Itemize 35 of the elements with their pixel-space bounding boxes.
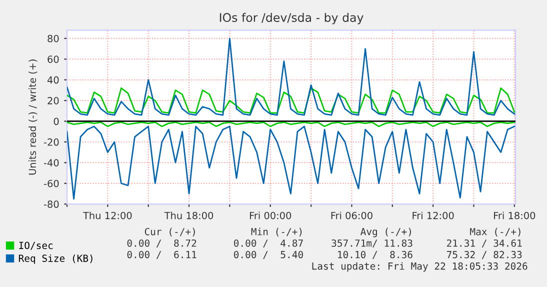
text: 0.00 / 5.40	[234, 250, 303, 260]
y-tick-label: 60	[48, 56, 59, 63]
text: 0.00 / 8.72	[127, 239, 196, 248]
text: 75.32 / 82.33	[446, 250, 522, 260]
y-tick-label: -60	[44, 180, 59, 188]
x-tick-label: Fri 12:00	[412, 212, 454, 220]
text: 0.00 / 6.11	[127, 250, 196, 260]
text: 357.71m/ 11.83	[332, 239, 412, 248]
line-series	[67, 126, 516, 200]
text: Min (-/+)	[251, 228, 302, 236]
y-tick-label: 0	[54, 118, 59, 126]
text: Last update: Fri May 22 18:05:33 2026	[312, 262, 528, 272]
chart-title: IOs for /dev/sda - by day	[220, 12, 364, 24]
legend-label: Req Size (KB)	[18, 254, 92, 264]
y-tick-label: -80	[44, 200, 59, 208]
legend-label: IO/sec	[19, 242, 53, 250]
line-series	[67, 87, 516, 114]
x-tick-label: Thu 18:00	[164, 212, 214, 220]
y-axis-title: Units read (-) / write (+)	[28, 60, 38, 175]
text: 21.31 / 34.61	[447, 239, 522, 248]
y-tick-label: -40	[44, 159, 59, 166]
y-tick-label: 40	[47, 76, 59, 84]
y-tick-label: 20	[48, 97, 59, 104]
text: Max (-/+)	[470, 228, 520, 236]
x-tick-label: Fri 00:00	[250, 212, 292, 220]
text: Avg (-/+)	[360, 228, 411, 238]
text: Cur (-/+)	[144, 228, 195, 236]
text: 10.10 / 8.36	[338, 250, 412, 260]
x-tick-label: Fri 18:00	[494, 212, 536, 220]
x-tick-label: Thu 12:00	[82, 212, 132, 220]
text: 0.00 / 4.87	[234, 239, 303, 248]
y-tick-label: -20	[44, 138, 59, 146]
line-series	[67, 38, 516, 116]
x-tick-label: Fri 06:00	[331, 212, 372, 220]
y-tick-label: 80	[48, 34, 59, 42]
